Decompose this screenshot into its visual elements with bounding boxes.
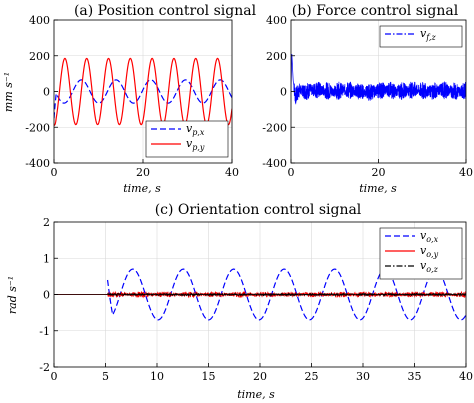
x-tick-label: 30 xyxy=(356,370,370,383)
panel-b-force: (b) Force control signal time, s 0 20 40 -4… xyxy=(262,3,473,195)
x-tick-label: 20 xyxy=(253,370,267,383)
series-line-0 xyxy=(106,268,466,321)
y-tick-label: -2 xyxy=(39,361,50,374)
panel-c-title: (c) Orientation control signal xyxy=(155,202,362,218)
y-tick-label: 1 xyxy=(43,252,50,265)
y-tick-label: 0 xyxy=(43,86,50,99)
x-tick-label: 20 xyxy=(136,166,150,179)
y-tick-label: 400 xyxy=(29,14,50,27)
series-line-2 xyxy=(54,292,466,297)
panel-b-plot: 0 20 40 -400 -200 0 200 400 vf,z xyxy=(262,14,473,179)
legend-label: vp,x xyxy=(186,122,205,137)
legend-label: vo,z xyxy=(420,259,439,274)
panel-c-orientation: (c) Orientation control signal time, s r… xyxy=(6,202,473,401)
y-tick-label: -200 xyxy=(25,121,50,134)
x-tick-label: 35 xyxy=(408,370,422,383)
y-tick-label: 0 xyxy=(280,86,287,99)
legend: vo,xvo,yvo,z xyxy=(379,227,463,280)
y-tick-label: 2 xyxy=(43,216,50,229)
panel-b-title: (b) Force control signal xyxy=(292,3,459,19)
x-tick-label: 5 xyxy=(102,370,109,383)
panel-c-plot: 0 5 10 15 20 25 30 35 40 -2 -1 0 1 2 vo,xvo,yvo,z xyxy=(39,216,473,383)
panel-a-title: (a) Position control signal xyxy=(74,3,257,19)
x-tick-label: 40 xyxy=(225,166,239,179)
panel-c-xlabel: time, s xyxy=(237,388,275,401)
y-tick-label: 200 xyxy=(266,50,287,63)
legend-box xyxy=(379,227,463,280)
x-tick-label: 25 xyxy=(305,370,319,383)
panel-b-xlabel: time, s xyxy=(359,182,397,195)
panel-a-plot: 0 20 40 -400 -200 0 200 400 vp,xvp,y xyxy=(25,14,239,179)
y-tick-label: 200 xyxy=(29,50,50,63)
series-line-1 xyxy=(54,57,232,127)
x-tick-label: 0 xyxy=(51,370,58,383)
x-tick-label: 20 xyxy=(372,166,386,179)
y-tick-label: 0 xyxy=(43,289,50,302)
x-tick-label: 15 xyxy=(202,370,216,383)
panel-a-xlabel: time, s xyxy=(123,182,161,195)
y-tick-label: -400 xyxy=(262,157,287,170)
legend-box xyxy=(379,25,463,48)
y-tick-label: -200 xyxy=(262,121,287,134)
legend: vp,xvp,y xyxy=(145,120,229,158)
series-line-0 xyxy=(54,79,232,119)
legend-label: vo,y xyxy=(420,244,439,259)
legend-label: vo,x xyxy=(420,229,439,244)
x-tick-label: 40 xyxy=(459,370,473,383)
x-tick-label: 40 xyxy=(459,166,473,179)
legend-box xyxy=(145,120,229,158)
legend-label: vp,y xyxy=(186,137,205,152)
panel-c-ylabel: rad s⁻¹ xyxy=(6,276,19,314)
legend: vf,z xyxy=(379,25,463,48)
legend-label: vf,z xyxy=(420,27,436,42)
x-tick-label: 0 xyxy=(288,166,295,179)
y-tick-label: -1 xyxy=(39,325,50,338)
series-line-0 xyxy=(291,53,466,105)
x-tick-label: 10 xyxy=(150,370,164,383)
panel-a-ylabel: mm s⁻¹ xyxy=(2,72,15,112)
y-tick-label: 400 xyxy=(266,14,287,27)
y-tick-label: -400 xyxy=(25,157,50,170)
x-tick-label: 0 xyxy=(51,166,58,179)
panel-a-position: (a) Position control signal time, s mm s… xyxy=(2,3,257,195)
